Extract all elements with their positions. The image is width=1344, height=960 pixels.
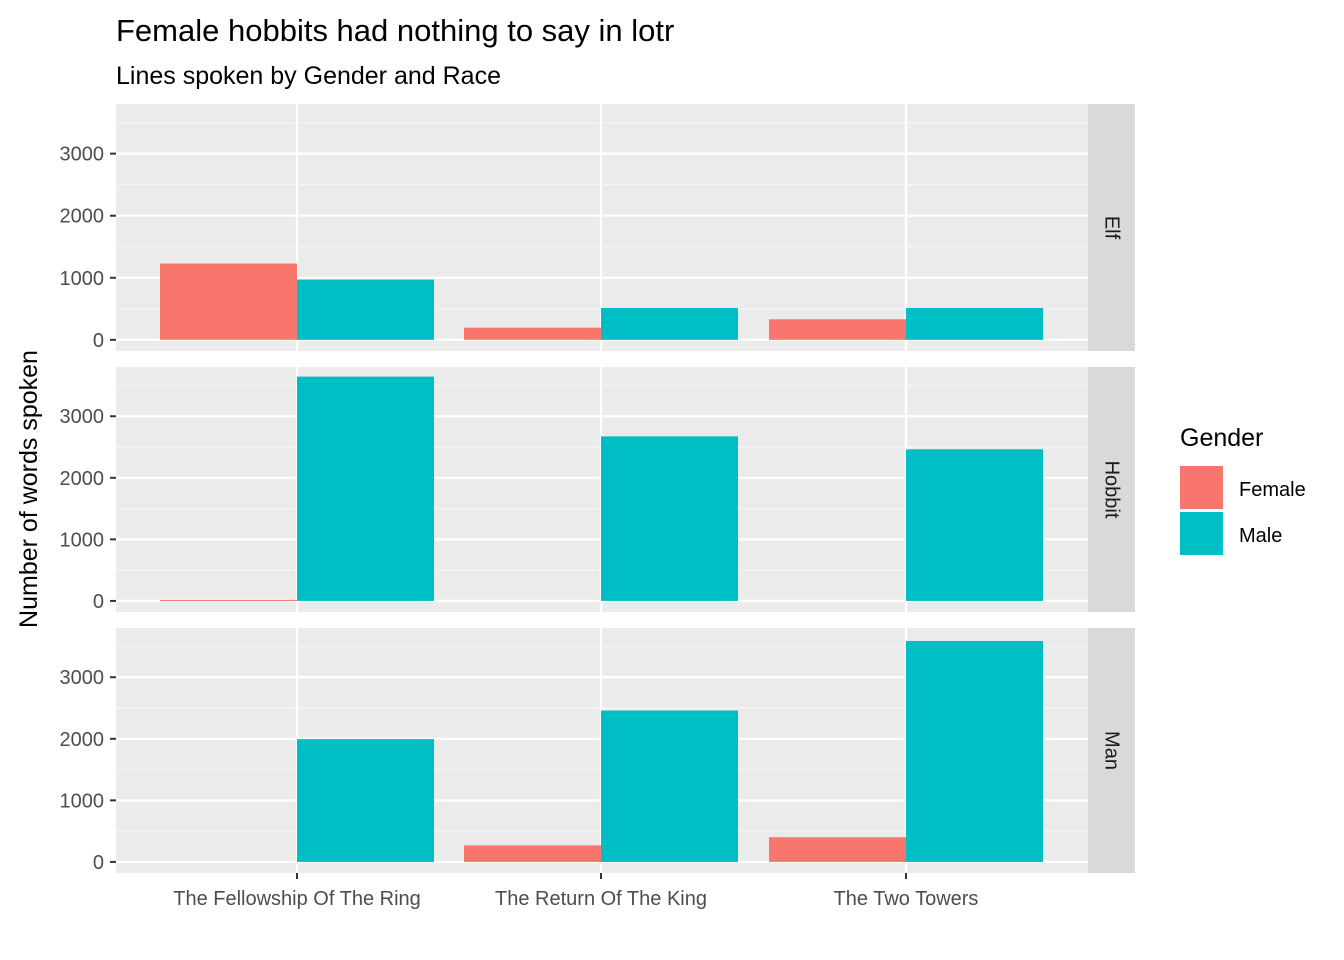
x-tick-label: The Return Of The King	[495, 888, 707, 910]
x-tick-label: The Fellowship Of The Ring	[173, 888, 421, 910]
legend-label-male: Male	[1239, 525, 1282, 547]
legend-label-female: Female	[1239, 479, 1306, 501]
legend-key-female	[1180, 466, 1223, 509]
facet-strip-label: Hobbit	[1101, 461, 1123, 519]
y-tick-label: 3000	[60, 406, 105, 428]
bar-female	[160, 600, 297, 602]
bar-male	[906, 640, 1043, 862]
legend: Gender Female Male	[1180, 424, 1306, 555]
bar-female	[464, 845, 601, 862]
bar-female	[464, 327, 601, 340]
y-tick-label: 3000	[60, 144, 105, 166]
facet-strip	[1088, 367, 1135, 612]
y-tick-label: 0	[93, 591, 104, 613]
facet-strip-label: Elf	[1101, 216, 1123, 240]
chart-subtitle: Lines spoken by Gender and Race	[116, 62, 501, 90]
facet-panel-elf: 0 1000 2000 3000 Elf	[60, 104, 1135, 352]
chart-title: Female hobbits had nothing to say in lot…	[116, 13, 674, 48]
bar-female	[160, 263, 297, 340]
y-tick-label: 3000	[60, 667, 105, 689]
bar-male	[297, 376, 434, 601]
facet-panel-hobbit: 0 1000 2000 3000 Hobbit	[60, 367, 1135, 613]
y-tick-label: 2000	[60, 206, 105, 228]
bar-male	[297, 739, 434, 862]
facet-strip	[1088, 628, 1135, 873]
bar-female	[769, 319, 906, 340]
x-axis: The Fellowship Of The Ring The Return Of …	[173, 873, 978, 910]
y-tick-label: 1000	[60, 268, 105, 290]
y-tick-label: 1000	[60, 790, 105, 812]
facet-panels: 0 1000 2000 3000 Elf 0 1000 2000 3000 Hobbit 0 1000…	[60, 104, 1135, 874]
y-axis-label: Number of words spoken	[15, 350, 43, 628]
bar-male	[601, 307, 738, 340]
y-tick-label: 1000	[60, 529, 105, 551]
legend-key-male	[1180, 512, 1223, 555]
bar-male	[601, 436, 738, 601]
bar-male	[601, 710, 738, 862]
legend-title: Gender	[1180, 424, 1263, 452]
bar-male	[906, 307, 1043, 340]
y-tick-label: 0	[93, 852, 104, 874]
facet-strip-label: Man	[1101, 731, 1123, 770]
y-tick-label: 2000	[60, 729, 105, 751]
facet-panel-man: 0 1000 2000 3000 Man	[60, 628, 1135, 874]
y-tick-label: 0	[93, 330, 104, 352]
bar-male	[906, 449, 1043, 601]
y-tick-label: 2000	[60, 468, 105, 490]
bar-male	[297, 279, 434, 340]
bar-female	[769, 837, 906, 862]
x-tick-label: The Two Towers	[834, 888, 979, 910]
facet-strip	[1088, 104, 1135, 351]
